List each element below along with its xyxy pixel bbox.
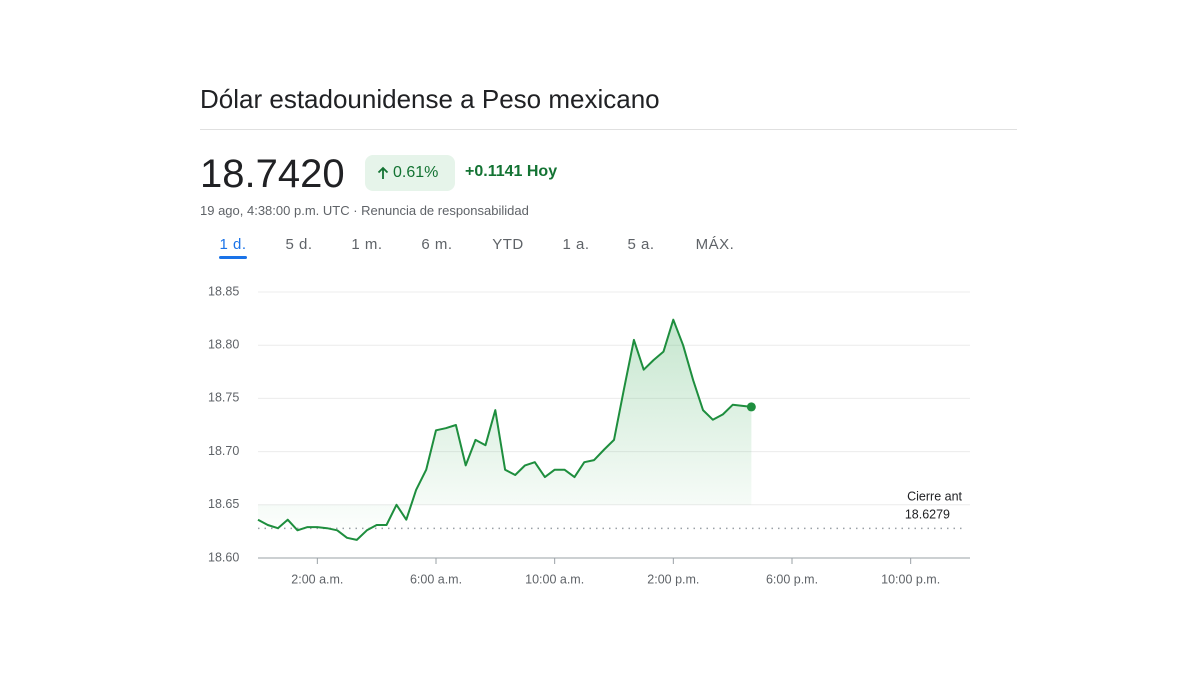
tab-underline [219,256,247,259]
x-tick-label: 6:00 p.m. [766,572,818,586]
y-tick-label: 18.85 [208,284,239,298]
y-tick-label: 18.60 [208,550,239,564]
y-tick-label: 18.70 [208,444,239,458]
y-tick-label: 18.75 [208,391,239,405]
disclaimer[interactable]: Renuncia de responsabilidad [361,203,529,218]
x-tick-label: 10:00 p.m. [881,572,940,586]
separator [200,129,1017,130]
change-badge: 0.61% [365,155,455,191]
prev-close-label: Cierre ant [907,490,962,504]
price: 18.7420 [200,152,345,196]
last-point [746,402,756,412]
range-tab[interactable]: 6 m. [421,236,453,253]
change: +0.1141 Hoy [465,163,557,181]
period: Hoy [526,163,558,180]
x-tick-label: 10:00 a.m. [525,572,584,586]
arrow-up-icon [377,166,389,179]
change-value: +0.1141 [465,163,523,180]
y-tick-label: 18.80 [208,337,239,351]
timestamp: 19 ago, 4:38:00 p.m. UTC [200,203,350,218]
title: Dólar estadounidense a Peso mexicano [200,84,660,114]
area [258,319,752,540]
range-tab[interactable]: 1 m. [351,236,383,253]
x-tick-label: 6:00 a.m. [410,572,462,586]
range-tab[interactable]: 5 a. [627,236,655,253]
y-tick-label: 18.65 [208,497,239,511]
timestamp-line: 19 ago, 4:38:00 p.m. UTC · Renuncia de r… [200,203,529,218]
x-tick-label: 2:00 a.m. [291,572,343,586]
range-tab[interactable]: 1 a. [562,236,590,253]
range-tab[interactable]: YTD [492,236,524,253]
line [257,318,752,541]
range-tab[interactable]: 5 d. [285,236,313,253]
range-tab[interactable]: MÁX. [695,236,735,253]
range-tab[interactable]: 1 d. [219,236,247,253]
x-tick-label: 2:00 p.m. [647,572,699,586]
change-percent: 0.61% [393,164,439,181]
prev-close-value: 18.6279 [905,508,950,522]
